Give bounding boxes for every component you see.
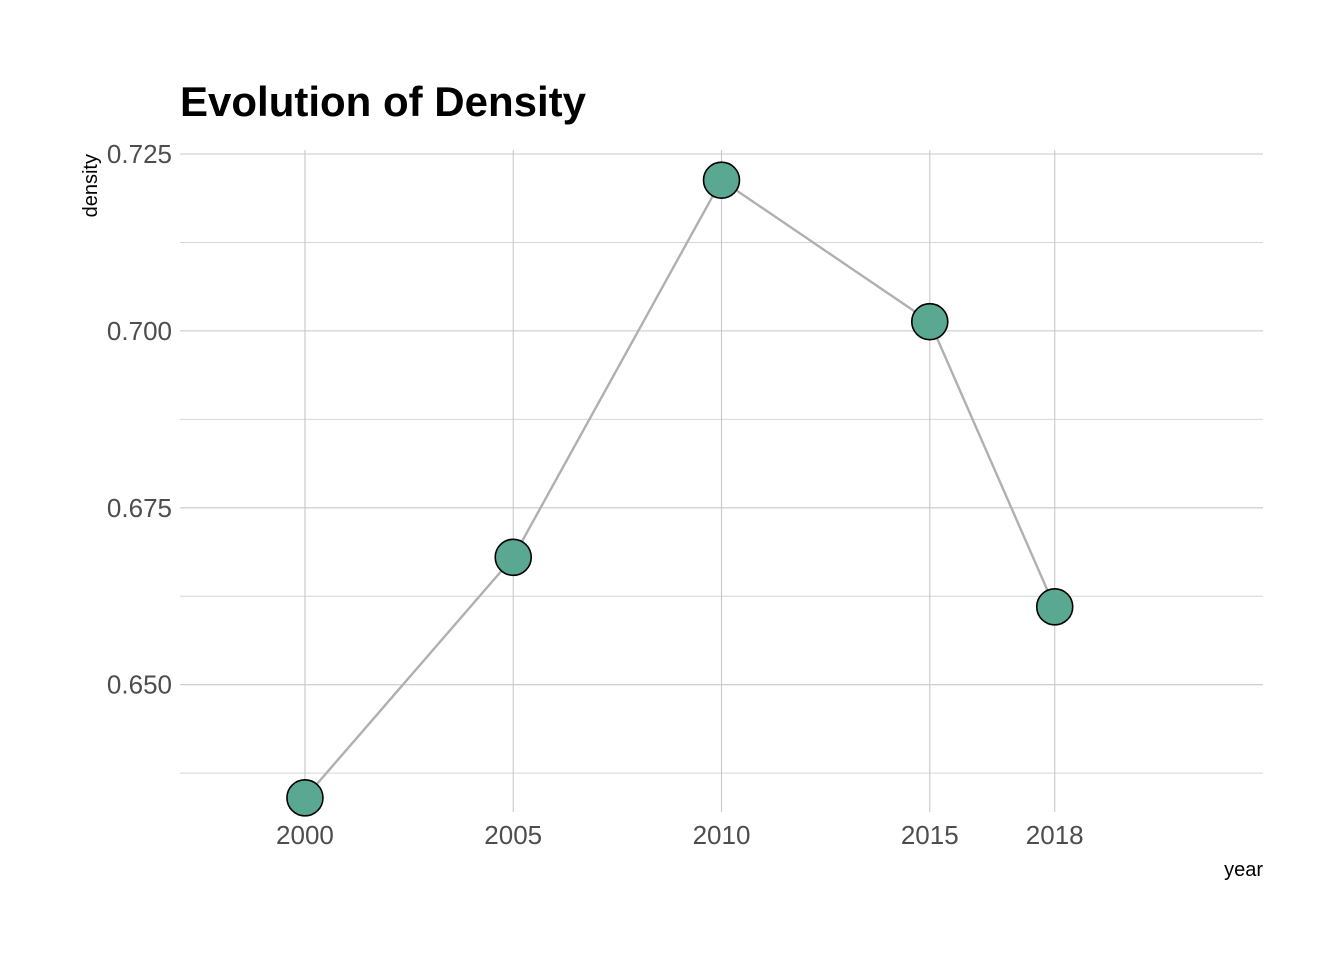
y-tick-label: 0.725 <box>107 139 172 169</box>
data-point <box>494 538 533 577</box>
data-points <box>286 161 1074 817</box>
x-tick-label: 2018 <box>1026 820 1084 850</box>
chart-title: Evolution of Density <box>180 78 587 125</box>
x-tick-label: 2005 <box>484 820 542 850</box>
y-tick-label: 0.700 <box>107 316 172 346</box>
y-tick-label: 0.650 <box>107 670 172 700</box>
data-point <box>910 302 949 341</box>
y-tick-label: 0.675 <box>107 493 172 523</box>
x-tick-label: 2010 <box>693 820 751 850</box>
x-axis-label: year <box>1224 859 1263 881</box>
data-point <box>286 779 324 817</box>
x-tick-labels: 2000 2005 2010 2015 2018 <box>276 820 1084 850</box>
x-tick-label: 2000 <box>276 820 334 850</box>
x-tick-label: 2015 <box>901 820 959 850</box>
y-tick-labels: 0.650 0.675 0.700 0.725 <box>107 139 172 700</box>
series-line <box>304 178 1056 799</box>
data-point <box>702 161 741 199</box>
major-grid <box>180 150 1263 812</box>
data-point <box>1035 588 1074 626</box>
y-axis-label: density <box>80 154 102 217</box>
